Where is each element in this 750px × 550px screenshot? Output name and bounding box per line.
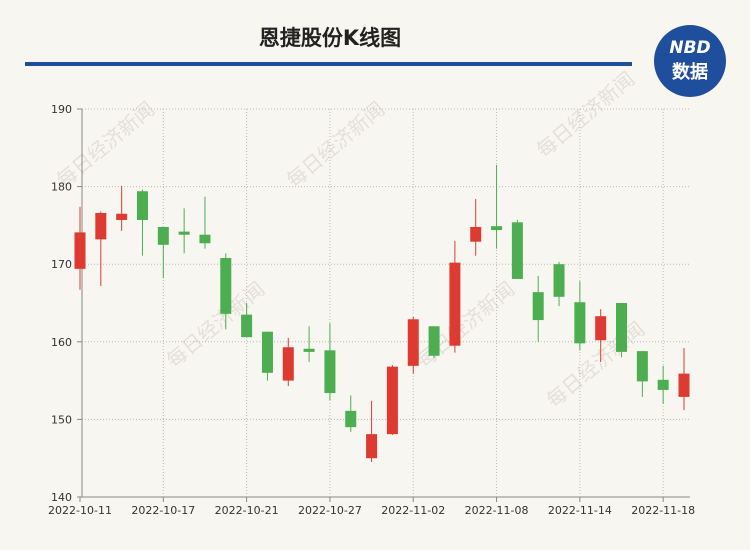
x-tick-label: 2022-10-11: [48, 504, 112, 517]
candle-body: [511, 222, 523, 279]
y-tick-label: 190: [51, 103, 72, 116]
watermark: 每日经济新闻: [412, 277, 519, 373]
candle-body: [324, 350, 336, 394]
candle-body: [491, 226, 503, 231]
chart-title: 恩捷股份K线图: [259, 26, 401, 50]
candle-body: [470, 226, 482, 242]
candle-body: [449, 262, 461, 346]
candle-body: [657, 379, 669, 390]
y-tick-label: 150: [51, 413, 72, 426]
candle-body: [678, 373, 690, 397]
title-rule: [25, 62, 632, 66]
candle-body: [178, 231, 190, 235]
watermark: 每日经济新闻: [162, 277, 269, 373]
y-tick-label: 180: [51, 181, 72, 194]
candle-body: [366, 434, 378, 459]
candle-body: [636, 351, 648, 382]
y-tick-label: 170: [51, 258, 72, 271]
logo: [654, 25, 726, 97]
y-tick-label: 160: [51, 336, 72, 349]
y-tick-label: 140: [51, 491, 72, 504]
logo-bottom: 数据: [672, 61, 708, 83]
candle-body: [74, 232, 86, 269]
candle-body: [95, 212, 107, 240]
candle-body: [595, 316, 607, 341]
x-tick-label: 2022-11-14: [548, 504, 612, 517]
candle-body: [616, 303, 628, 352]
candle-body: [574, 302, 586, 344]
candle-body: [220, 257, 232, 314]
candle-body: [116, 213, 128, 220]
candle-body: [345, 410, 357, 428]
x-tick-label: 2022-11-02: [381, 504, 445, 517]
x-tick-label: 2022-11-18: [631, 504, 695, 517]
watermark: 每日经济新闻: [282, 97, 389, 193]
x-tick-label: 2022-11-08: [465, 504, 529, 517]
candle-body: [199, 234, 211, 244]
x-tick-label: 2022-10-21: [215, 504, 279, 517]
logo-top: NBD: [669, 38, 710, 58]
candle-body: [303, 348, 315, 352]
candle-body: [157, 226, 169, 245]
candle-body: [553, 264, 565, 297]
candle-body: [407, 319, 419, 366]
candle-body: [428, 326, 440, 356]
x-tick-label: 2022-10-17: [131, 504, 195, 517]
watermark: 每日经济新闻: [532, 67, 639, 163]
candle-body: [282, 347, 294, 381]
candle-body: [136, 191, 148, 220]
candle-body: [386, 366, 398, 435]
candle-body: [532, 292, 544, 321]
candle-body: [241, 314, 253, 338]
candle-body: [261, 331, 273, 373]
x-tick-label: 2022-10-27: [298, 504, 362, 517]
